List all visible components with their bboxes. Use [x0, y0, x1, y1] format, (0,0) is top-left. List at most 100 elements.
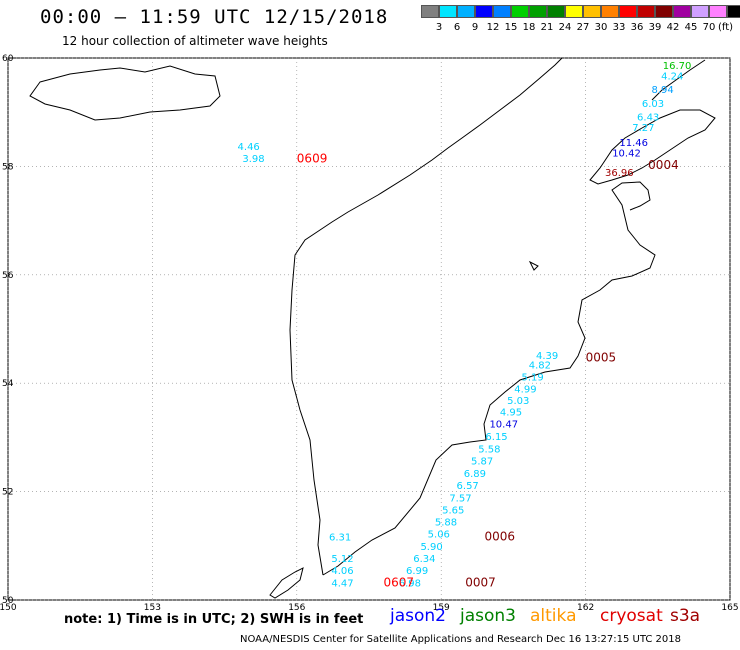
- wave-height-label: 5.12: [331, 554, 353, 565]
- wave-height-label: 6.57: [457, 481, 479, 492]
- scale-label: 3: [435, 22, 443, 33]
- lon-tick-label: 150: [0, 603, 17, 613]
- lat-tick-label: 56: [2, 271, 14, 281]
- coastline-northwest: [29, 65, 221, 121]
- scale-swatch: [709, 5, 727, 18]
- wave-height-label: 5.58: [478, 445, 500, 456]
- scale-swatch: [691, 5, 709, 18]
- wave-height-label: 4.39: [536, 351, 558, 362]
- pass-time-label: 0609: [297, 152, 328, 166]
- island-south: [269, 567, 304, 599]
- scale-label: 24: [558, 22, 572, 33]
- wave-height-label: 8.94: [651, 85, 673, 96]
- scale-swatch: [457, 5, 475, 18]
- scale-label: 36: [630, 22, 644, 33]
- scale-swatch: [511, 5, 529, 18]
- scale-swatch: [727, 5, 740, 18]
- satellite-legend-item: jason3: [460, 606, 516, 626]
- scale-swatch: [529, 5, 547, 18]
- pass-time-label: 0005: [586, 351, 617, 365]
- lon-tick-label: 153: [144, 603, 161, 613]
- scale-swatch: [601, 5, 619, 18]
- map-title: 00:00 – 11:59 UTC 12/15/2018: [40, 6, 389, 28]
- coastline-north: [651, 59, 706, 101]
- scale-swatch: [655, 5, 673, 18]
- satellite-legend-item: jason2: [390, 606, 446, 626]
- wave-height-label: 5.19: [522, 372, 544, 383]
- scale-label: 18: [522, 22, 536, 33]
- scale-swatch: [619, 5, 637, 18]
- wave-height-label: 5.65: [442, 505, 464, 516]
- wave-height-label: 5.88: [435, 518, 457, 529]
- scale-swatch: [547, 5, 565, 18]
- lat-tick-label: 54: [2, 379, 14, 389]
- map-frame: 150 153 156 159 162 165 60 58 56 54 52 50: [0, 54, 739, 613]
- lat-tick-label: 52: [2, 488, 13, 498]
- scale-label: 45: [684, 22, 698, 33]
- wave-height-label: 6.15: [485, 432, 507, 443]
- satellite-legend-item: cryosat: [600, 606, 663, 626]
- color-scale-labels: 3 6 9 12 15 18 21 24 27 30 33 36 39 42 45 70: [421, 22, 718, 33]
- coastline: [29, 57, 716, 599]
- wave-height-label: 5.06: [428, 530, 450, 541]
- wave-height-label: 4.24: [661, 72, 683, 83]
- lat-tick-label: 58: [2, 162, 14, 172]
- coastline-west: [289, 57, 563, 576]
- scale-label: 33: [612, 22, 626, 33]
- lon-tick-label: 165: [721, 603, 738, 613]
- scale-label: 39: [648, 22, 662, 33]
- wave-height-label: 5.90: [420, 542, 442, 553]
- scale-swatch: [673, 5, 691, 18]
- satellite-legend-item: s3a: [670, 606, 701, 626]
- scale-swatch: [637, 5, 655, 18]
- wave-height-label: 5.87: [471, 457, 493, 468]
- scale-label: 15: [504, 22, 518, 33]
- coastline-east: [322, 181, 656, 576]
- wave-height-label: 11.46: [619, 138, 648, 149]
- scale-swatch: [475, 5, 493, 18]
- color-scale: [421, 5, 740, 18]
- credit-line: NOAA/NESDIS Center for Satellite Applica…: [240, 634, 682, 645]
- wave-height-label: 7.57: [449, 493, 471, 504]
- wave-height-label: 6.89: [464, 469, 486, 480]
- pass-time-label: 0006: [485, 529, 516, 543]
- satellite-legend-item: altika: [530, 606, 577, 626]
- wave-height-label: 6.31: [329, 532, 351, 543]
- lon-tick-label: 156: [288, 603, 305, 613]
- coastline-northeast: [589, 109, 716, 185]
- wave-height-label: 36.96: [605, 168, 634, 179]
- pass-time-label: 0007: [465, 575, 496, 589]
- footer-note: note: 1) Time is in UTC; 2) SWH is in fe…: [64, 612, 364, 627]
- wave-height-label: 6.03: [642, 99, 664, 110]
- wave-height-label: 10.47: [489, 420, 518, 431]
- wave-height-label: 4.95: [500, 408, 522, 419]
- scale-swatch: [493, 5, 511, 18]
- lon-tick-label: 162: [577, 603, 594, 613]
- pass-time-label: 0607: [383, 575, 414, 589]
- scale-label: 42: [666, 22, 680, 33]
- wave-height-label: 4.06: [331, 566, 353, 577]
- wave-height-label: 6.43: [637, 112, 659, 123]
- wave-height-label: 3.98: [242, 154, 264, 165]
- wave-height-label: 6.34: [413, 554, 435, 565]
- scale-label: 70: [702, 22, 716, 33]
- wave-height-label: 6.99: [406, 566, 428, 577]
- scale-label: 30: [594, 22, 608, 33]
- wave-height-label: 4.82: [529, 361, 551, 372]
- scale-label: 12: [486, 22, 500, 33]
- map-subtitle: 12 hour collection of altimeter wave hei…: [62, 34, 328, 48]
- wave-height-label: 6.98: [399, 578, 421, 589]
- lat-tick-label: 50: [2, 596, 14, 606]
- scale-swatch: [439, 5, 457, 18]
- wave-height-label: 4.46: [238, 142, 260, 153]
- pass-time-label: 0004: [648, 158, 679, 172]
- wave-height-label: 10.42: [612, 149, 641, 160]
- island-small: [528, 260, 539, 271]
- scale-label: 9: [471, 22, 479, 33]
- scale-swatch: [565, 5, 583, 18]
- wave-height-label: 7.27: [632, 123, 654, 134]
- scale-label: 21: [540, 22, 554, 33]
- scale-swatch: [583, 5, 601, 18]
- lon-tick-label: 159: [433, 603, 450, 613]
